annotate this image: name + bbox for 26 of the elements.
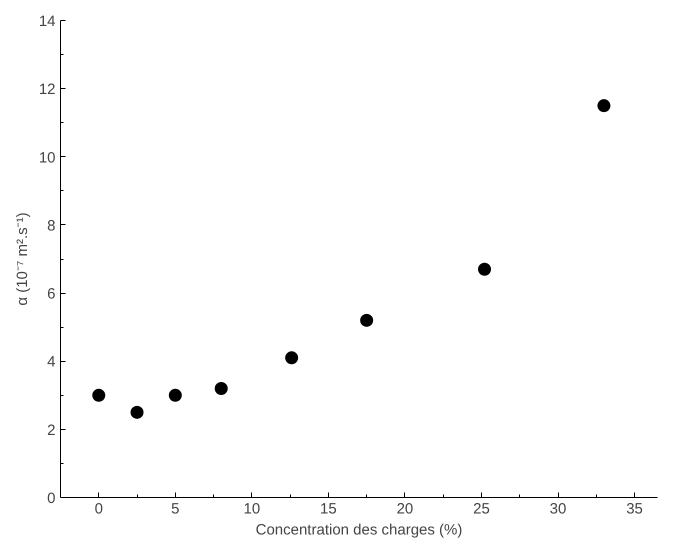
y-tick-label: 0 — [47, 490, 56, 507]
x-tick-label: 30 — [550, 500, 566, 518]
x-tick-label: 10 — [244, 500, 260, 518]
x-tick-label: 15 — [320, 500, 337, 518]
y-tick-label: 2 — [47, 422, 56, 439]
point — [130, 406, 144, 419]
point — [597, 99, 610, 112]
y-tick-label: 10 — [38, 149, 56, 166]
y-tick-label: 6 — [47, 286, 56, 303]
point — [285, 351, 298, 364]
y-tick-label: 12 — [38, 81, 56, 98]
point — [214, 382, 228, 395]
x-tick-label: 35 — [626, 500, 643, 518]
y-tick-label: 4 — [47, 354, 56, 371]
point — [478, 262, 492, 276]
x-tick-label: 20 — [396, 500, 414, 518]
x-tick-label: 0 — [94, 500, 103, 518]
y-tick-label: 8 — [47, 217, 56, 234]
y-axis-title: α (10⁻⁷ m².s⁻¹) — [14, 212, 31, 306]
point — [92, 388, 106, 402]
y-tick-label: 14 — [38, 13, 56, 30]
point — [360, 314, 374, 327]
point — [168, 388, 182, 402]
x-tick-label: 25 — [473, 500, 490, 518]
x-axis-title: Concentration des charges (%) — [256, 522, 462, 538]
x-tick-label: 5 — [171, 500, 180, 518]
